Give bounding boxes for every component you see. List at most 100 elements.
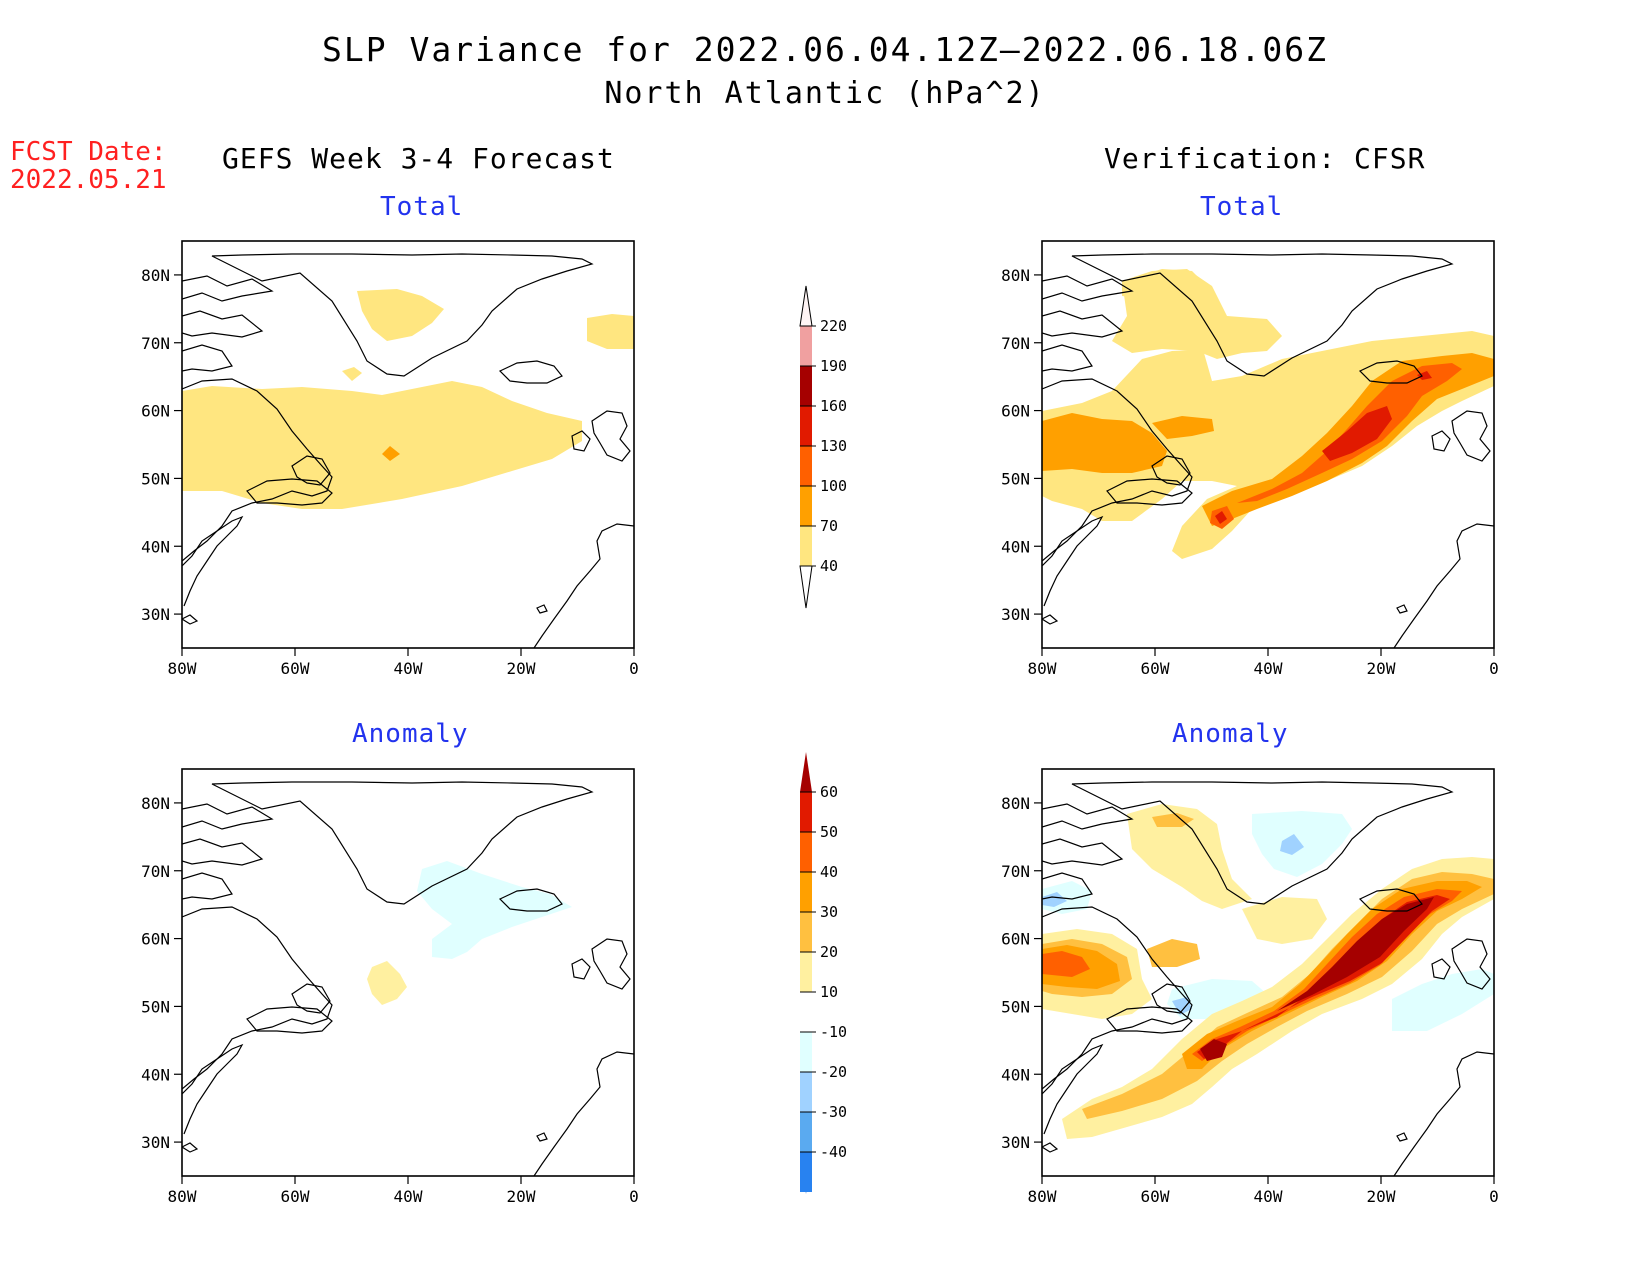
colorbar-total-segment bbox=[800, 486, 812, 526]
map-forecast-total bbox=[181, 240, 635, 649]
contour-minus10-minus20 bbox=[417, 861, 572, 959]
contour-70-100-b bbox=[1152, 416, 1214, 439]
contour-130-160-b bbox=[1215, 511, 1227, 524]
colorbar-total-label: 220 bbox=[820, 317, 847, 335]
panel-title-forecast-anomaly: Anomaly bbox=[352, 719, 469, 749]
colorbar-anomaly-segment bbox=[800, 1072, 812, 1112]
left-column-heading: GEFS Week 3-4 Forecast bbox=[222, 142, 615, 175]
lat-tick-label: 50N bbox=[1001, 469, 1030, 488]
lat-tick-label: 80N bbox=[141, 794, 170, 813]
colorbar-anomaly-label: 30 bbox=[820, 903, 838, 921]
lat-tick-label: 80N bbox=[1001, 266, 1030, 285]
colorbar-total-label: 40 bbox=[820, 557, 838, 575]
colorbar-anomaly-segment bbox=[800, 912, 812, 952]
lat-tick-label: 70N bbox=[141, 862, 170, 881]
lon-tick-label: 80W bbox=[1028, 659, 1057, 678]
main-title: SLP Variance for 2022.06.04.12Z–2022.06.… bbox=[322, 30, 1328, 69]
lat-tick-label: 60N bbox=[141, 930, 170, 949]
lat-tick-label: 80N bbox=[1001, 794, 1030, 813]
lat-tick-label: 40N bbox=[1001, 537, 1030, 556]
lon-tick-label: 20W bbox=[1367, 1187, 1396, 1206]
lat-tick-label: 60N bbox=[1001, 402, 1030, 421]
contour-130-160 bbox=[1322, 406, 1392, 461]
contour-neg-north-20 bbox=[1280, 834, 1304, 855]
contour-40-70-greenland bbox=[1112, 269, 1282, 359]
contour-neg-mid-20 bbox=[1172, 997, 1192, 1015]
lon-tick-label: 60W bbox=[1141, 659, 1170, 678]
lon-tick-label: 0 bbox=[629, 659, 639, 678]
contour-neg-labrador-20 bbox=[1042, 892, 1067, 907]
colorbar-anomaly-label: 60 bbox=[820, 783, 838, 801]
lat-tick-label: 30N bbox=[141, 1133, 170, 1152]
lon-tick-label: 80W bbox=[168, 1187, 197, 1206]
lon-tick-label: 40W bbox=[1254, 659, 1283, 678]
colorbar-anomaly: 60 50 40 30 20 10 -10 -20 -30 -40 bbox=[800, 752, 847, 1194]
contour-130-160-c bbox=[1417, 371, 1432, 380]
lon-tick-label: 0 bbox=[629, 1187, 639, 1206]
contour-40-70-north bbox=[357, 289, 444, 341]
contour-40-70 bbox=[182, 381, 582, 509]
lat-tick-label: 40N bbox=[141, 537, 170, 556]
colorbar-anomaly-label: 20 bbox=[820, 943, 838, 961]
colorbar-anomaly-top-tip bbox=[800, 752, 812, 792]
forecast-date: FCST Date: 2022.05.21 bbox=[10, 138, 167, 194]
contour-70-100 bbox=[382, 446, 400, 461]
contour-10-20-mid bbox=[1242, 897, 1327, 944]
contour-60-plus-b bbox=[1200, 1039, 1227, 1061]
lon-tick-label: 80W bbox=[168, 659, 197, 678]
lon-tick-label: 60W bbox=[281, 1187, 310, 1206]
lon-tick-label: 0 bbox=[1489, 659, 1499, 678]
lat-tick-label: 60N bbox=[1001, 930, 1030, 949]
lon-tick-label: 60W bbox=[281, 659, 310, 678]
lat-tick-label: 30N bbox=[1001, 605, 1030, 624]
colorbar-anomaly-label: 40 bbox=[820, 863, 838, 881]
lat-tick-label: 40N bbox=[1001, 1065, 1030, 1084]
colorbar-anomaly-segment bbox=[800, 952, 812, 992]
colorbar-total-segment bbox=[800, 406, 812, 446]
map-cfsr-anomaly bbox=[1041, 768, 1495, 1177]
lat-tick-label: 40N bbox=[141, 1065, 170, 1084]
main-subtitle: North Atlantic (hPa^2) bbox=[604, 76, 1046, 111]
colorbar-anomaly-segment bbox=[800, 832, 812, 872]
colorbar-anomaly-segment bbox=[800, 1032, 812, 1072]
contour-10-20 bbox=[1127, 804, 1252, 909]
colorbar-anomaly-label: -20 bbox=[820, 1063, 847, 1081]
contour-40-70 bbox=[1042, 269, 1494, 559]
forecast-date-value: 2022.05.21 bbox=[10, 165, 167, 195]
colorbar-anomaly-label: -10 bbox=[820, 1023, 847, 1041]
contour-neg-north bbox=[1252, 811, 1352, 877]
lat-tick-label: 70N bbox=[141, 334, 170, 353]
lon-tick-label: 20W bbox=[1367, 659, 1396, 678]
lon-tick-label: 0 bbox=[1489, 1187, 1499, 1206]
lon-tick-label: 40W bbox=[394, 659, 423, 678]
contour-40-50-west bbox=[1042, 951, 1090, 977]
contour-60-plus bbox=[1277, 897, 1434, 1011]
contour-20-30-north bbox=[1152, 813, 1194, 827]
colorbar-total-label: 100 bbox=[820, 477, 847, 495]
forecast-date-label: FCST Date: bbox=[10, 137, 167, 167]
colorbar-total-segment bbox=[800, 446, 812, 486]
lat-tick-label: 30N bbox=[141, 605, 170, 624]
lat-tick-label: 70N bbox=[1001, 862, 1030, 881]
colorbar-total-segment bbox=[800, 366, 812, 406]
colorbar-total-top-tip bbox=[799, 285, 813, 327]
lon-tick-label: 20W bbox=[507, 1187, 536, 1206]
colorbar-total-segment bbox=[800, 326, 812, 366]
panel-title-forecast-total: Total bbox=[380, 192, 464, 222]
colorbar-total-label: 130 bbox=[820, 437, 847, 455]
colorbar-anomaly-label: -30 bbox=[820, 1103, 847, 1121]
lat-tick-label: 60N bbox=[141, 402, 170, 421]
colorbar-anomaly-label: -40 bbox=[820, 1143, 847, 1161]
lon-tick-label: 60W bbox=[1141, 1187, 1170, 1206]
colorbar-total-label: 160 bbox=[820, 397, 847, 415]
panel-title-cfsr-anomaly: Anomaly bbox=[1172, 719, 1289, 749]
lat-tick-label: 70N bbox=[1001, 334, 1030, 353]
colorbar-anomaly-segment bbox=[800, 1112, 812, 1152]
lon-tick-label: 20W bbox=[507, 659, 536, 678]
map-cfsr-total bbox=[1041, 240, 1495, 649]
contour-20-30-b bbox=[1147, 939, 1200, 967]
lon-tick-label: 40W bbox=[1254, 1187, 1283, 1206]
colorbar-total-label: 70 bbox=[820, 517, 838, 535]
lat-tick-label: 50N bbox=[1001, 997, 1030, 1016]
